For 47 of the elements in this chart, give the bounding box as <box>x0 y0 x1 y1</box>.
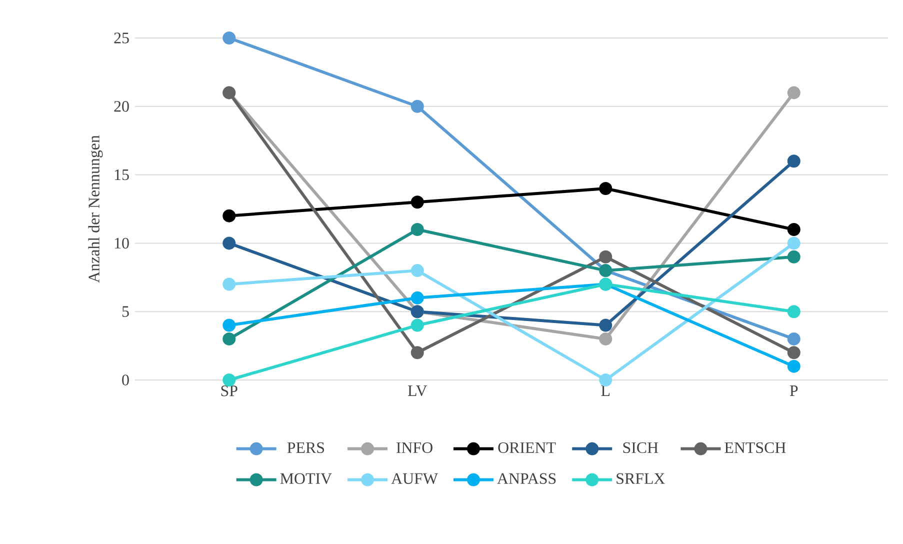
y-tick-label: 20 <box>114 101 129 112</box>
y-tick-label: 5 <box>122 306 129 317</box>
point <box>410 196 424 209</box>
y-tick-label: 0 <box>122 374 129 386</box>
point <box>222 236 236 250</box>
legend-label: ORIENT <box>498 442 556 454</box>
x-tick-label: SP <box>221 386 238 396</box>
point <box>410 318 424 332</box>
point <box>787 332 800 346</box>
point <box>222 31 236 44</box>
point <box>599 318 612 332</box>
point <box>410 223 424 236</box>
legend-label: SICH <box>623 442 658 454</box>
point <box>787 346 800 360</box>
point <box>410 291 424 304</box>
point <box>222 332 236 346</box>
point <box>599 374 612 386</box>
point <box>410 100 424 113</box>
point <box>787 86 800 100</box>
legend-label: ANPASS <box>497 473 556 484</box>
point <box>222 209 236 222</box>
legend-label: SRFLX <box>616 473 665 484</box>
point <box>222 374 236 386</box>
x-tick-label: LV <box>408 386 428 396</box>
point <box>599 332 612 346</box>
point <box>410 346 424 360</box>
legend-label: INFO <box>396 442 432 454</box>
legend-label: ENTSCH <box>724 442 786 454</box>
point <box>787 236 800 250</box>
point <box>599 250 612 264</box>
y-tick-label: 25 <box>114 32 129 44</box>
legend-label: MOTIV <box>280 473 332 484</box>
y-tick-label: 10 <box>114 238 129 249</box>
legend-label: PERS <box>287 442 324 454</box>
legend-label: AUFW <box>391 473 438 484</box>
point <box>222 318 236 332</box>
point <box>599 182 612 195</box>
point <box>410 264 424 278</box>
point <box>787 154 800 168</box>
x-tick-label: P <box>790 386 798 396</box>
y-axis-title: Anzahl der Nennungen <box>88 135 103 283</box>
point <box>787 360 800 373</box>
y-tick-label: 15 <box>114 169 129 180</box>
point <box>787 305 800 318</box>
point <box>222 278 236 291</box>
point <box>787 223 800 236</box>
point <box>787 250 800 264</box>
